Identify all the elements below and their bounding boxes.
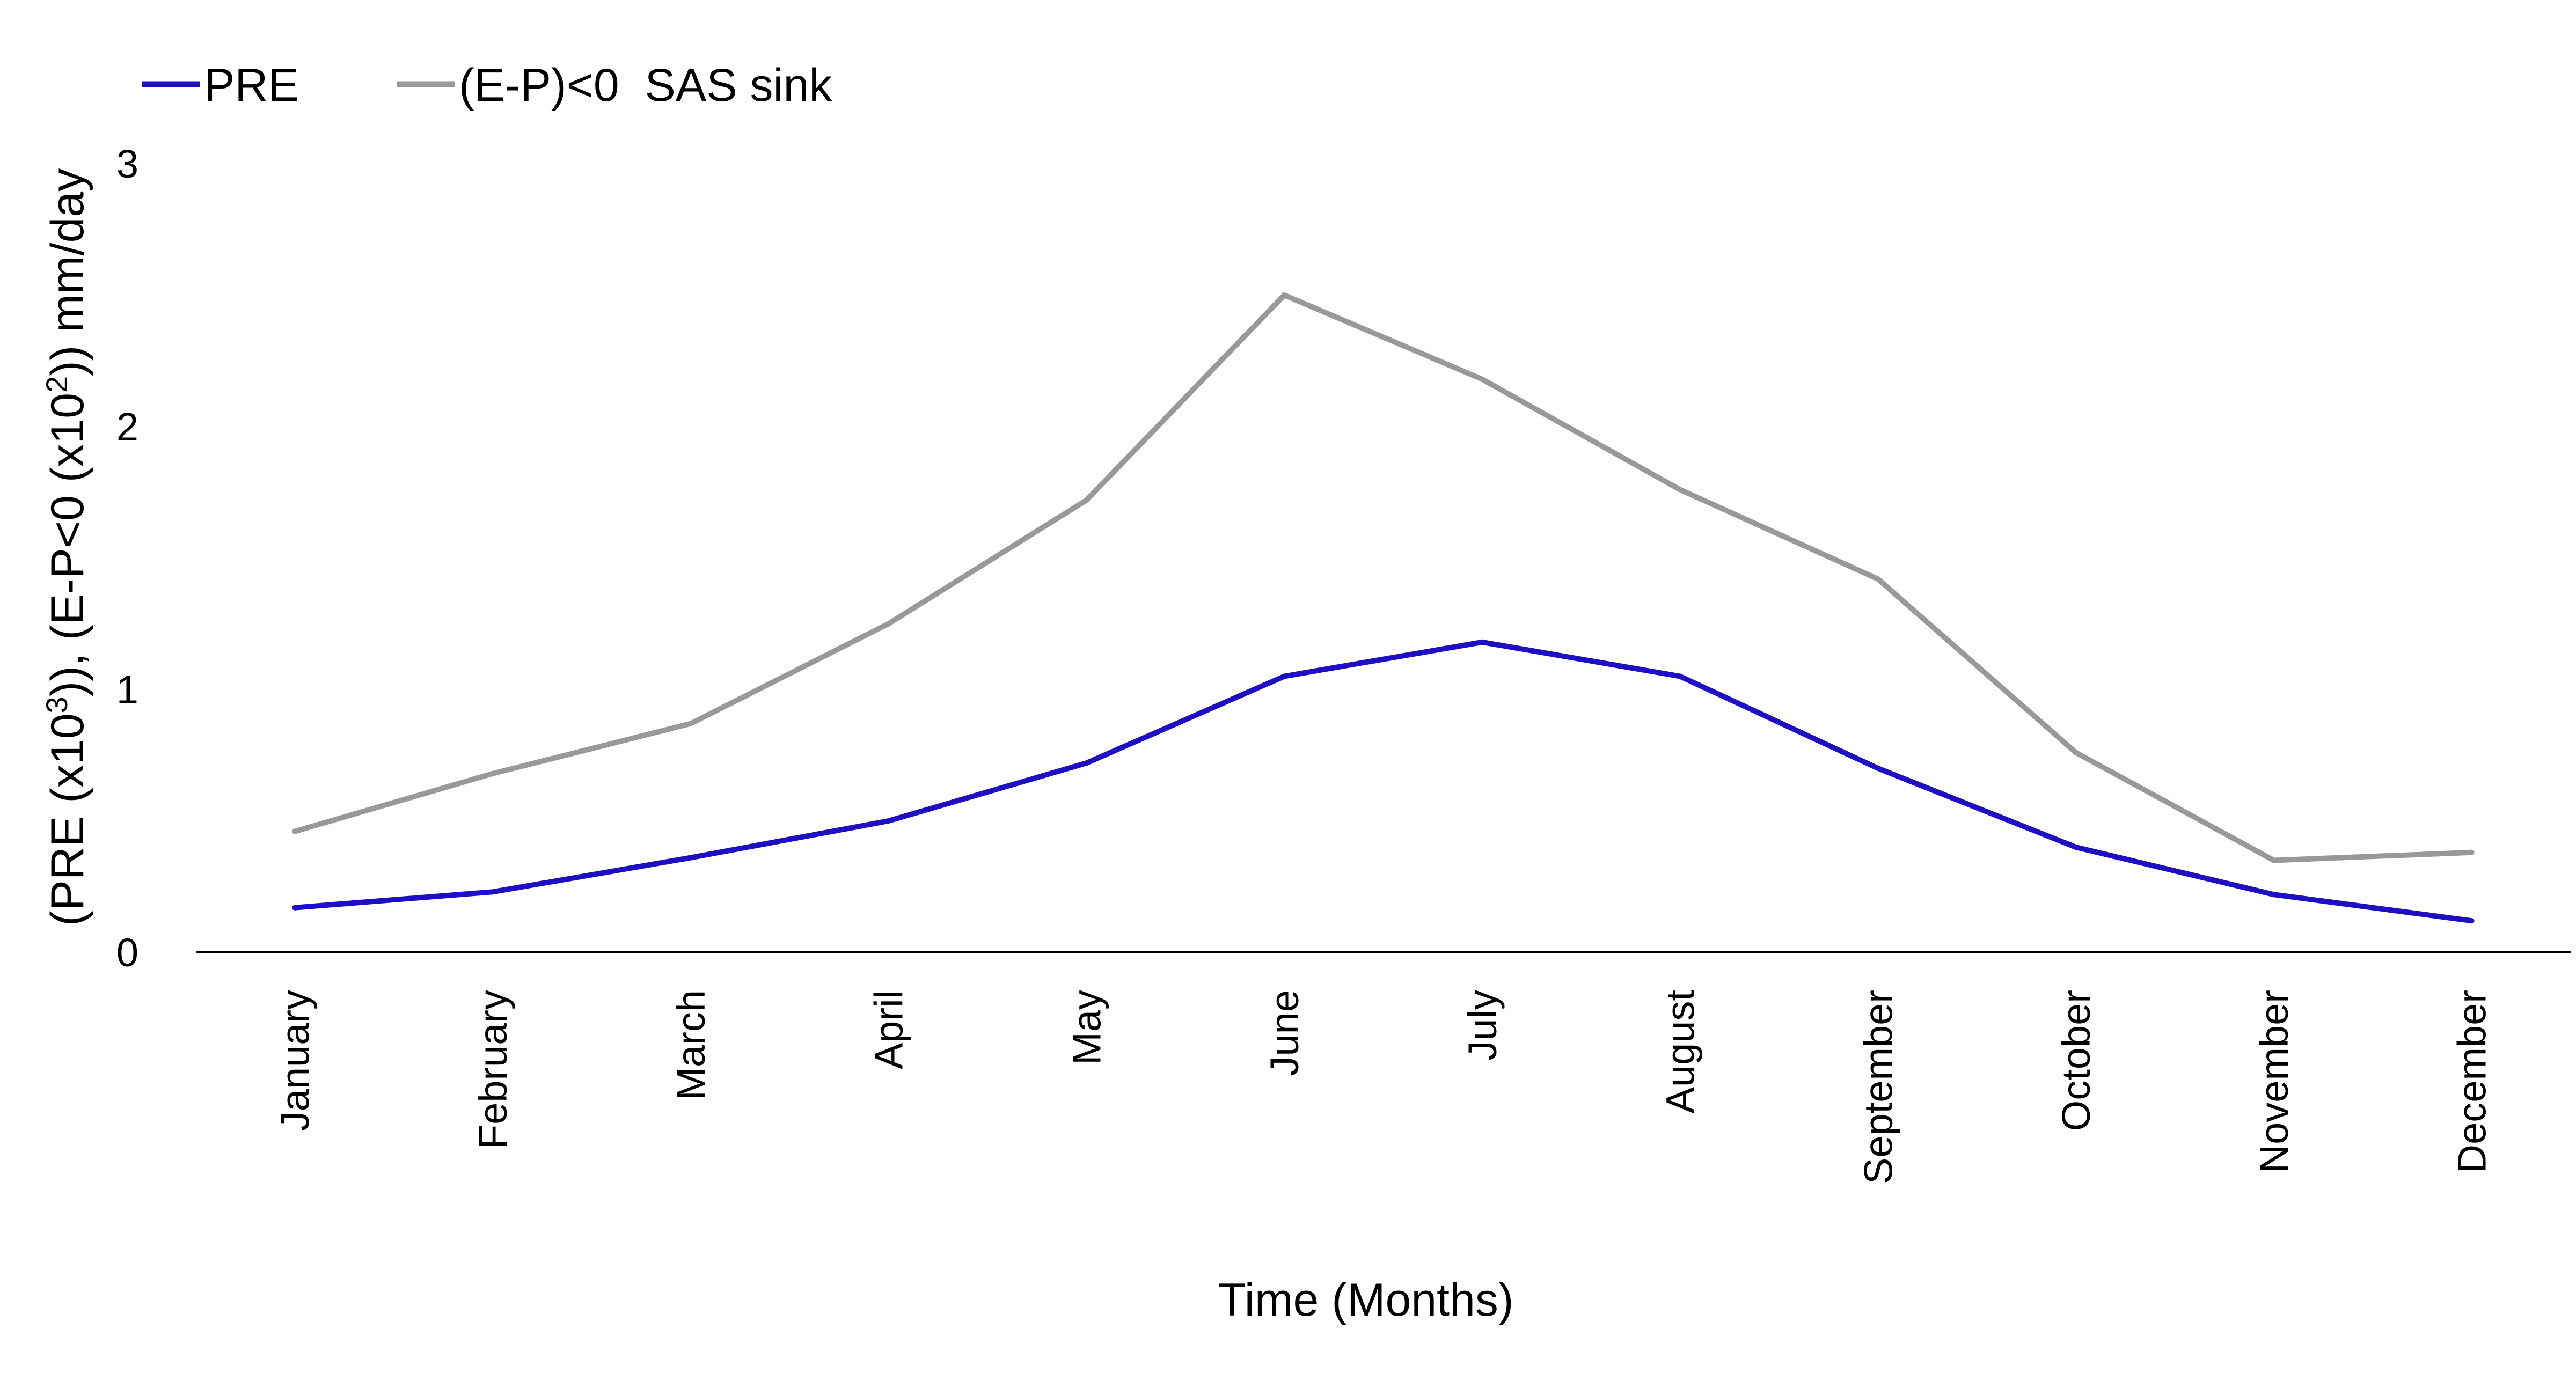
data-point-pre-april: [885, 818, 891, 824]
y-tick-label-2: 2: [116, 405, 138, 449]
x-tick-label-february: February: [471, 990, 515, 1149]
data-point-e-p-0-sas-sink-february: [490, 770, 496, 776]
data-point-pre-march: [687, 855, 693, 861]
y-axis-title-mid: )), (E-P<0 (x10: [42, 393, 93, 696]
data-point-e-p-0-sas-sink-may: [1084, 497, 1089, 503]
data-point-pre-may: [1084, 760, 1089, 766]
series-line-e-p-0-sas-sink: [292, 292, 2475, 863]
data-point-e-p-0-sas-sink-september: [1875, 576, 1881, 582]
y-axis-title: (PRE (x103)), (E-P<0 (x102)) mm/day: [40, 168, 93, 926]
series-layer: [292, 292, 2475, 924]
y-axis-title-prefix: (PRE (x10: [42, 713, 93, 926]
data-point-e-p-0-sas-sink-january: [292, 828, 298, 834]
x-tick-label-november: November: [2252, 990, 2296, 1173]
y-axis-title-sup-3: 3: [40, 696, 74, 713]
x-tick-label-december: December: [2450, 990, 2494, 1173]
x-tick-label-may: May: [1064, 990, 1109, 1065]
data-point-e-p-0-sas-sink-june: [1282, 292, 1287, 298]
legend-label-pre: PRE: [204, 60, 299, 111]
data-point-pre-january: [292, 905, 298, 911]
x-tick-label-june: June: [1262, 990, 1307, 1076]
data-point-e-p-0-sas-sink-april: [885, 621, 891, 627]
data-point-pre-september: [1875, 766, 1881, 771]
data-point-pre-june: [1282, 673, 1287, 679]
y-axis-title-sup-2: 2: [40, 376, 74, 393]
data-point-pre-december: [2469, 918, 2475, 924]
data-point-e-p-0-sas-sink-july: [1479, 376, 1485, 382]
data-point-e-p-0-sas-sink-october: [2073, 750, 2079, 755]
legend: PRE (E-P)<0 SAS sink: [142, 60, 832, 111]
x-axis-title: Time (Months): [1218, 1274, 1513, 1326]
data-point-pre-february: [490, 889, 496, 895]
x-tick-label-april: April: [867, 990, 911, 1069]
x-tick-label-october: October: [2054, 990, 2098, 1131]
x-tick-label-july: July: [1460, 990, 1505, 1061]
y-tick-label-3: 3: [116, 142, 138, 186]
y-axis-tick-labels: 0 1 2 3: [116, 142, 138, 975]
x-tick-label-september: September: [1856, 990, 1900, 1184]
data-point-e-p-0-sas-sink-november: [2271, 857, 2277, 863]
y-tick-label-1: 1: [116, 667, 138, 712]
data-point-pre-november: [2271, 892, 2277, 898]
y-axis-title-suffix: )) mm/day: [42, 168, 93, 376]
data-point-pre-august: [1677, 673, 1683, 679]
x-tick-label-january: January: [273, 990, 317, 1131]
data-point-e-p-0-sas-sink-march: [687, 721, 693, 726]
legend-label-sas-sink: (E-P)<0 SAS sink: [459, 60, 832, 111]
data-point-pre-october: [2073, 845, 2079, 850]
data-point-pre-july: [1479, 639, 1485, 645]
data-point-e-p-0-sas-sink-august: [1677, 487, 1683, 493]
x-tick-label-august: August: [1658, 990, 1703, 1114]
x-axis-tick-labels: January February March April May June July Augu…: [273, 990, 2494, 1184]
y-tick-label-0: 0: [116, 930, 138, 975]
data-point-e-p-0-sas-sink-december: [2469, 849, 2475, 855]
x-tick-label-march: March: [669, 990, 713, 1100]
series-line-pre: [292, 639, 2475, 924]
